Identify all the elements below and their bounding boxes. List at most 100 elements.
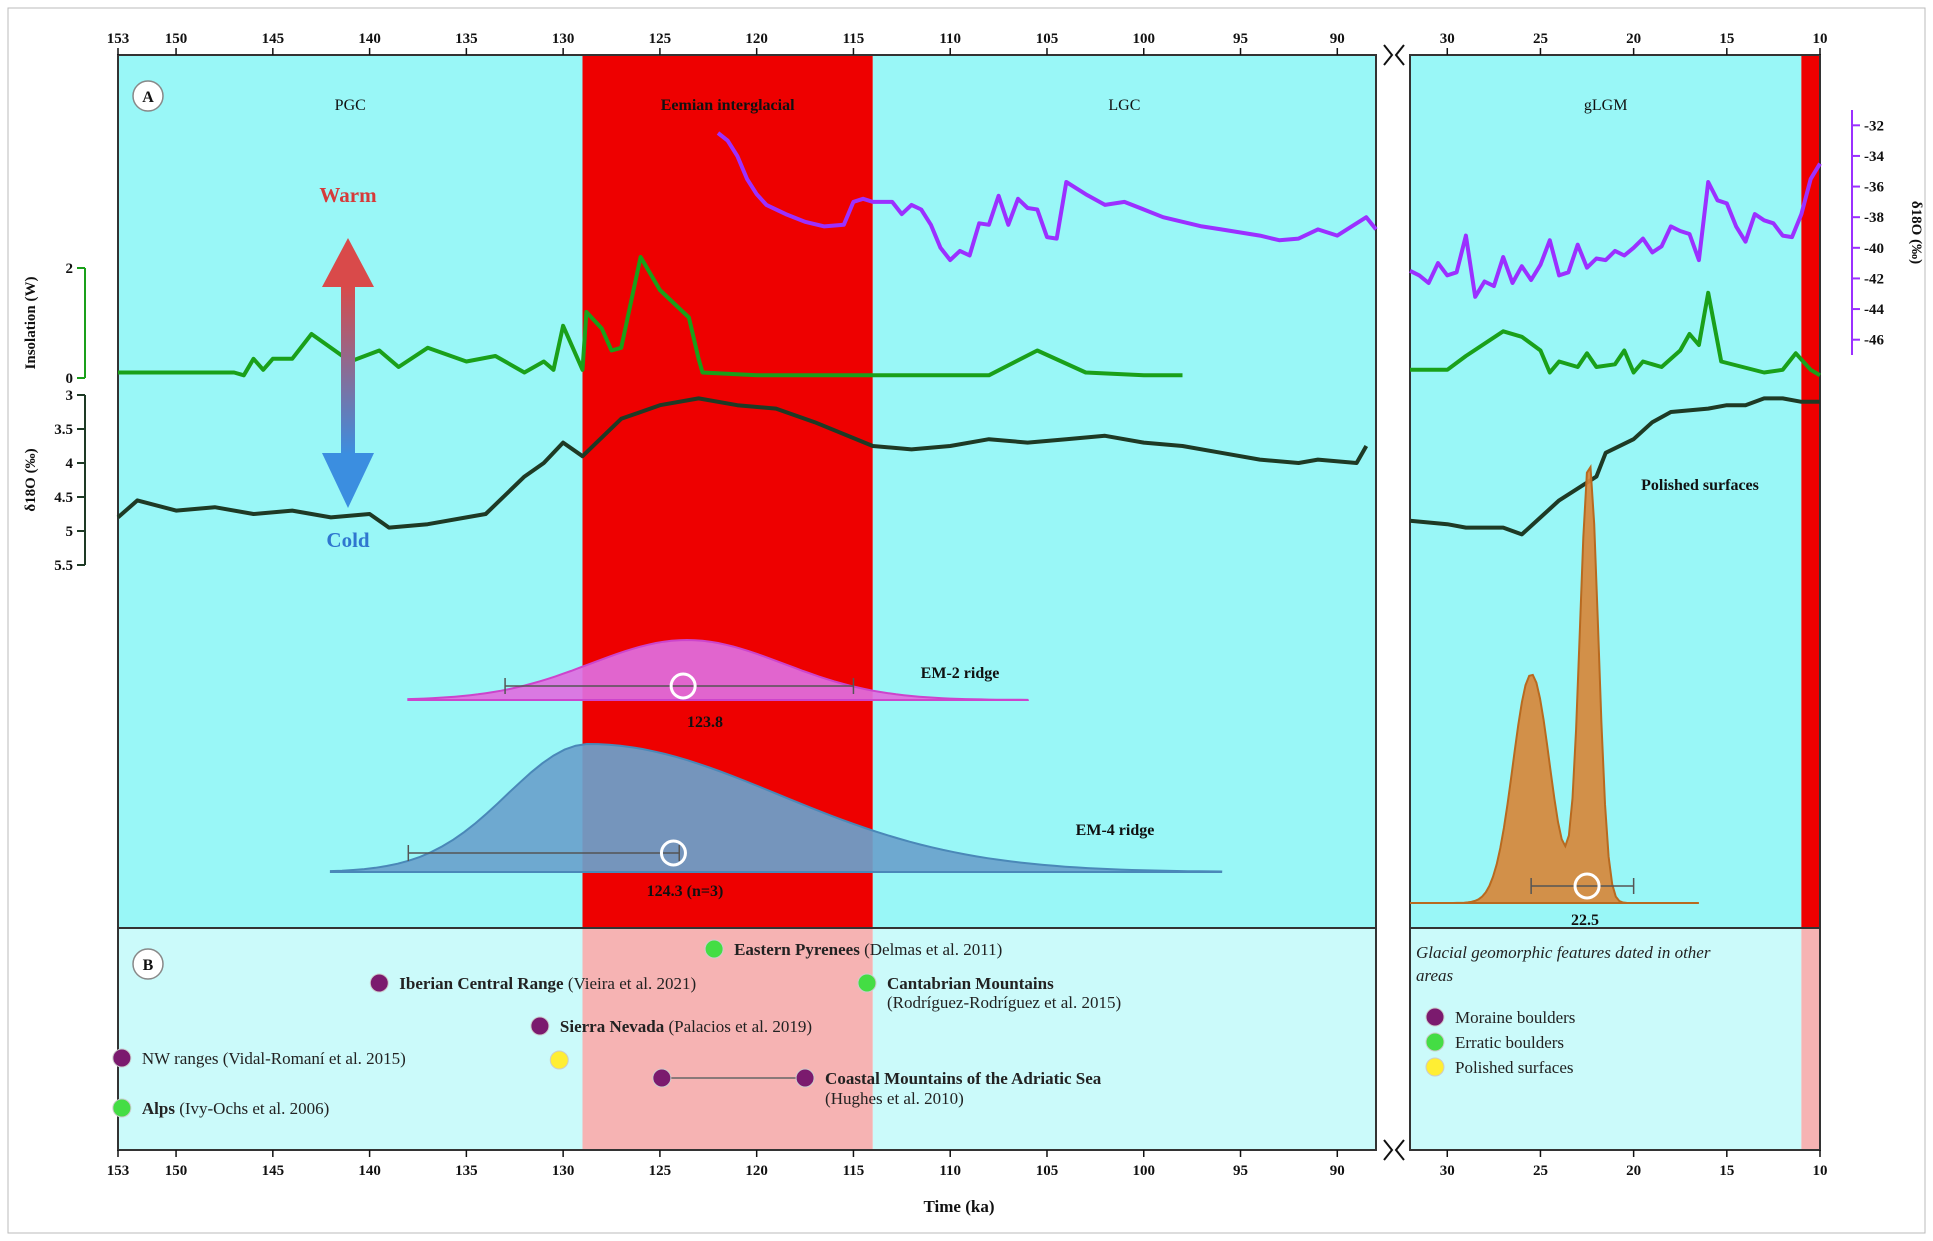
x-left-top-label-150: 150 [165,31,188,47]
legend-marker-1 [1425,1032,1445,1052]
x-left-top-label-140: 140 [358,31,381,47]
distribution-name-0: EM-2 ridge [921,665,1000,682]
panel-b-marker: B [132,948,164,980]
y-axis-0-label--36: -36 [1864,180,1884,196]
point-label-ref-1: (Vieira et al. 2021) [564,974,697,993]
point-label-0: Eastern Pyrenees (Delmas et al. 2011) [734,940,1002,959]
point-7-0 [112,1098,132,1118]
period-band-b-1 [582,928,873,1150]
y-axis-2-label-5: 5 [66,524,74,540]
period-band-a-3 [1410,55,1802,928]
point-label-2: Cantabrian Mountains [887,974,1054,993]
warm-cold-arrow: Warm Cold [319,183,377,552]
point-5-0 [549,1050,569,1070]
x-left-bottom-label-140: 140 [358,1163,381,1179]
point-label-ref-7: (Ivy-Ochs et al. 2006) [175,1099,329,1118]
x-right-top-label-20: 20 [1626,31,1641,47]
legend-marker-2 [1425,1057,1445,1077]
point-label-3: Sierra Nevada (Palacios et al. 2019) [560,1017,812,1036]
x-right-bottom-label-30: 30 [1440,1163,1455,1179]
y-axis-title-0: δ18O (‰) [1908,201,1924,264]
y-axis-1-label-0: 0 [66,371,74,387]
point-ref-6: (Hughes et al. 2010) [825,1089,964,1108]
series-0-segment-0 [716,131,1378,263]
y-axis-2-label-4: 4 [66,456,74,472]
figure-border [7,7,1926,1234]
period-band-b-0 [118,928,583,1150]
y-axis-title-2: δ18O (‰) [23,448,39,511]
series-2-segment-0 [116,396,1369,530]
distribution-1 [329,742,1223,873]
value-label-1: 124.3 (n=3) [647,883,724,900]
age-distributions: 123.8 EM-2 ridge 124.3 (n=3) EM-4 ridge 22.5… [329,464,1759,929]
y-axis-2-label-5.5: 5.5 [54,558,73,574]
x-left-bottom-label-120: 120 [745,1163,768,1179]
point-label-bold-7: Alps [142,1099,175,1118]
x-right-top-label-15: 15 [1719,31,1734,47]
period-label-2: LGC [1108,97,1140,114]
y-axis-0-label--34: -34 [1864,149,1884,165]
y-axis-0-label--40: -40 [1864,241,1884,257]
x-left-top-label-120: 120 [745,31,768,47]
x-left-bottom-label-115: 115 [843,1163,865,1179]
legend-label-0: Moraine boulders [1455,1008,1575,1027]
point-label-ref-0: (Delmas et al. 2011) [860,940,1002,959]
segment-frame-0 [117,54,1377,1151]
y-axis-0-label--44: -44 [1864,302,1884,318]
segment-frame-1 [1409,54,1821,1151]
period-band-b-3 [1410,928,1802,1150]
panel-a-marker: A [132,80,164,112]
distribution-2 [1410,464,1699,904]
x-left-bottom-label-105: 105 [1036,1163,1059,1179]
point-label-bold-3: Sierra Nevada [560,1017,665,1036]
series-layer [116,131,1822,537]
y-axis-title-1: Insolation (W) [23,277,39,370]
distribution-0 [407,638,1029,701]
x-left-bottom-label-130: 130 [552,1163,575,1179]
x-left-top-label-115: 115 [843,31,865,47]
legend-label-1: Erratic boulders [1455,1033,1564,1052]
y-axis-2-label-4.5: 4.5 [54,490,73,506]
y-axis-0-label--46: -46 [1864,333,1884,349]
cold-arrow-head [322,453,374,508]
x-left-top-label-130: 130 [552,31,575,47]
point-label-ref-3: (Palacios et al. 2019) [664,1017,812,1036]
x-right-bottom-label-20: 20 [1626,1163,1641,1179]
point-3-0 [530,1016,550,1036]
x-left-bottom-label-150: 150 [165,1163,188,1179]
x-left-top-label-95: 95 [1233,31,1248,47]
panel-b-layer: Eastern Pyrenees (Delmas et al. 2011) Ibe… [112,939,1711,1118]
axes-layer: 1531531501501451451401401351351301301251… [23,31,1924,1179]
point-label-bold-6: Coastal Mountains of the Adriatic Sea [825,1069,1102,1088]
legend-title-line-1: Glacial geomorphic features dated in oth… [1416,943,1711,962]
y-axis-2-label-3.5: 3.5 [54,422,73,438]
axis-break-0 [1383,44,1405,66]
cold-label: Cold [326,528,370,552]
period-band-b-4 [1801,928,1820,1150]
legend-title-line-2: areas [1416,966,1454,985]
y-axis-0-label--38: -38 [1864,210,1884,226]
distribution-name-2: Polished surfaces [1641,477,1759,494]
y-axis-0-label--42: -42 [1864,271,1884,287]
point-label-1: Iberian Central Range (Vieira et al. 202… [399,974,696,993]
point-label-7: Alps (Ivy-Ochs et al. 2006) [142,1099,329,1118]
x-right-top-label-10: 10 [1813,31,1828,47]
x-left-bottom-label-145: 145 [262,1163,285,1179]
point-label-bold-1: Iberian Central Range [399,974,564,993]
period-label-1: Eemian interglacial [661,97,795,114]
x-left-bottom-label-110: 110 [939,1163,961,1179]
point-1-0 [369,973,389,993]
y-axis-2-label-3: 3 [66,388,74,404]
mean-marker-0 [669,672,697,700]
warm-label: Warm [319,183,377,207]
series-1-segment-0 [118,255,1183,378]
x-left-top-label-105: 105 [1036,31,1059,47]
x-left-top-label-135: 135 [455,31,478,47]
distribution-name-1: EM-4 ridge [1076,822,1155,839]
value-label-2: 22.5 [1571,912,1599,929]
point-label-4: NW ranges (Vidal-Romaní et al. 2015) [142,1049,406,1068]
x-right-bottom-label-15: 15 [1719,1163,1734,1179]
x-right-top-label-25: 25 [1533,31,1548,47]
x-left-top-label-153: 153 [107,31,130,47]
point-label-bold-0: Eastern Pyrenees [734,940,860,959]
